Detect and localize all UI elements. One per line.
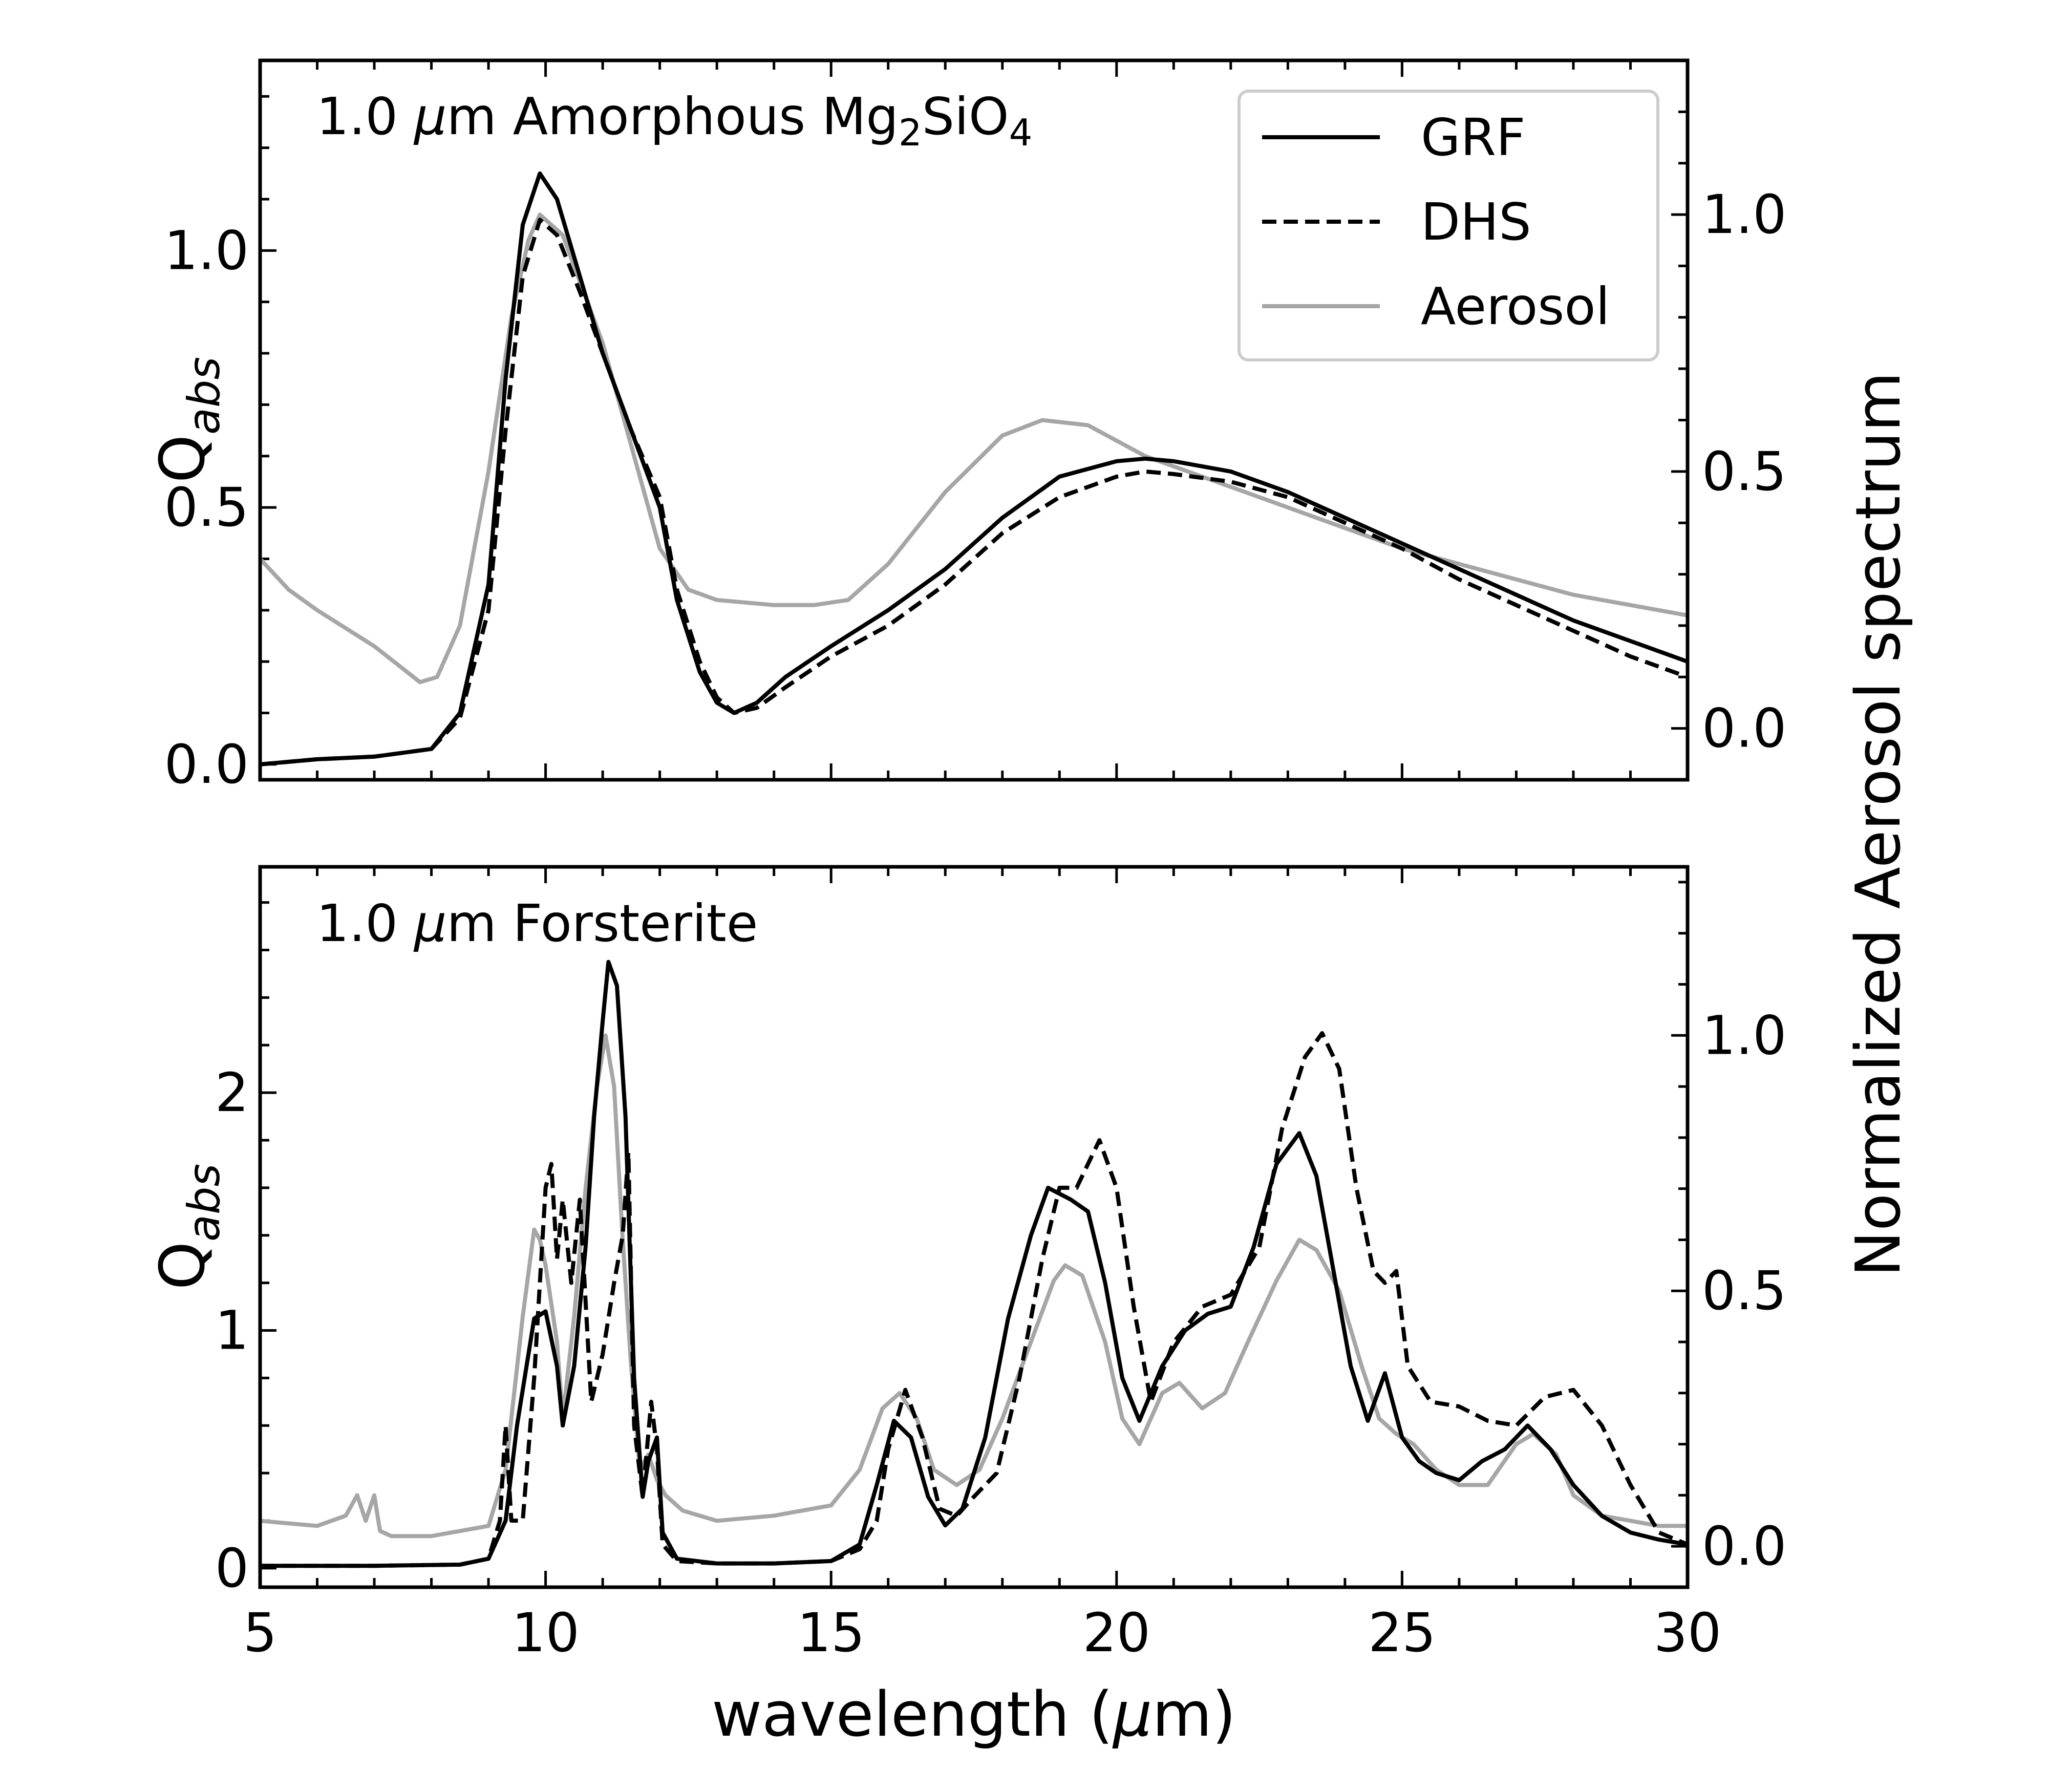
- y2-tick-label: 0.5: [1702, 1260, 1786, 1322]
- y2-tick-label: 0.0: [1702, 697, 1786, 760]
- top-panel-label: 1.0 μm Amorphous Mg2SiO4: [316, 87, 1032, 154]
- bottom-panel: 5 10 15 20 25 30 0 1 2 0.0 0.5 1.0 1.0 μm Forsterit…: [147, 865, 1786, 1751]
- bottom-dhs-line: [260, 1031, 1688, 1568]
- bottom-y-axis-label: Qabs: [147, 1164, 230, 1290]
- top-dhs-line: [260, 218, 1688, 766]
- bottom-panel-label: 1.0 μm Forsterite: [316, 893, 758, 953]
- legend: GRF DHS Aerosol: [1238, 90, 1659, 361]
- bottom-aerosol-line: [260, 1033, 1688, 1539]
- bottom-ticks: 5 10 15 20 25 30 0 1 2 0.0 0.5 1.0: [215, 867, 1786, 1664]
- top-y-axis-label: Qabs: [147, 357, 230, 483]
- y2-tick-label: 0.5: [1702, 440, 1786, 503]
- x-tick-label: 15: [797, 1602, 865, 1664]
- x-tick-label: 30: [1654, 1602, 1721, 1664]
- y-tick-label: 1.0: [164, 219, 249, 282]
- right-y-axis-label: Normalized Aerosol spectrum: [1843, 372, 1914, 1277]
- top-ticks: 0.0 0.5 1.0 0.0 0.5 1.0: [164, 59, 1786, 796]
- y-tick-label: 1: [215, 1299, 249, 1361]
- top-panel: 0.0 0.5 1.0 0.0 0.5 1.0 1.0 μm Amorphous Mg2S…: [147, 58, 1786, 796]
- y2-tick-label: 1.0: [1702, 1004, 1786, 1066]
- x-tick-label: 20: [1083, 1602, 1150, 1664]
- top-plot-area: [260, 171, 1688, 766]
- legend-dhs-label: DHS: [1421, 192, 1531, 252]
- y-tick-label: 0.0: [164, 733, 249, 796]
- y2-tick-label: 0.0: [1702, 1515, 1786, 1577]
- legend-grf-label: GRF: [1421, 108, 1526, 167]
- x-tick-label: 10: [511, 1602, 579, 1664]
- x-tick-label: 5: [243, 1602, 277, 1664]
- top-aerosol-line: [260, 212, 1688, 685]
- y-tick-label: 0.5: [164, 476, 249, 539]
- legend-aerosol-label: Aerosol: [1421, 276, 1610, 336]
- y-tick-label: 2: [215, 1061, 249, 1124]
- y2-tick-label: 1.0: [1702, 183, 1786, 246]
- y-tick-label: 0: [215, 1537, 249, 1599]
- bottom-axes-frame: [258, 865, 1690, 1589]
- legend-box: [1238, 90, 1659, 361]
- x-tick-label: 25: [1368, 1602, 1436, 1664]
- bottom-plot-area: [260, 959, 1688, 1568]
- bottom-grf-line: [260, 959, 1688, 1568]
- x-axis-label: wavelength (μm): [712, 1679, 1236, 1751]
- top-axes-frame: [258, 58, 1690, 782]
- top-grf-line: [260, 171, 1688, 766]
